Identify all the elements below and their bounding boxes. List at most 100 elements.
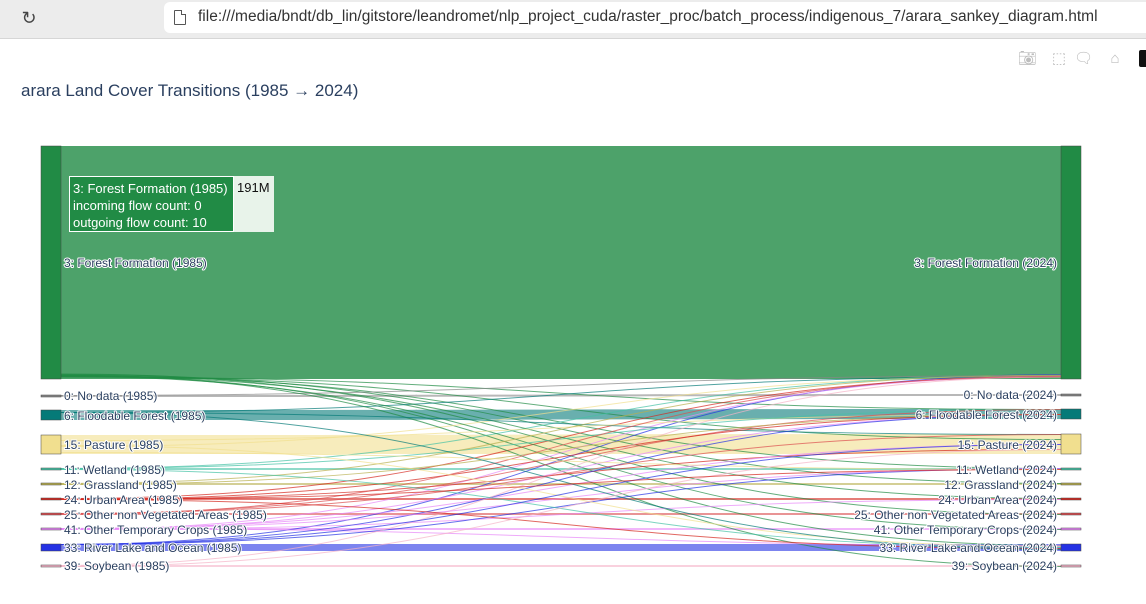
sankey-node-label-right: 39: Soybean (2024) <box>952 559 1057 573</box>
sankey-node-label-left: 15: Pasture (1985) <box>64 438 163 452</box>
sankey-node-left[interactable] <box>40 467 62 471</box>
sankey-node-left[interactable] <box>40 564 62 568</box>
sankey-link[interactable] <box>61 146 1061 379</box>
sankey-node-label-left: 0: No data (1985) <box>64 389 157 403</box>
sankey-node-right[interactable] <box>1060 512 1082 516</box>
sankey-node-label-right: 0: No data (2024) <box>964 388 1057 402</box>
sankey-link[interactable] <box>60 412 1062 435</box>
sankey-link[interactable] <box>60 499 1062 549</box>
sankey-link[interactable] <box>60 528 1062 546</box>
sankey-node-right[interactable] <box>1060 467 1082 471</box>
sankey-node-left[interactable] <box>40 145 62 380</box>
sankey-node-label-right: 41: Other Temporary Crops (2024) <box>874 523 1057 537</box>
address-bar[interactable]: file:///media/bndt/db_lin/gitstore/leand… <box>164 2 1146 33</box>
sankey-node-right[interactable] <box>1060 543 1082 552</box>
sankey-link[interactable] <box>60 374 1062 484</box>
sankey-node-label-left: 6: Floodable Forest (1985) <box>64 409 205 423</box>
sankey-link[interactable] <box>60 373 1062 515</box>
sankey-link[interactable] <box>60 375 1062 396</box>
sankey-node-label-right: 11: Wetland (2024) <box>956 463 1057 477</box>
sankey-link[interactable] <box>60 375 1062 440</box>
sankey-node-right[interactable] <box>1060 482 1082 486</box>
sankey-node-left[interactable] <box>40 434 62 455</box>
sankey-link[interactable] <box>60 469 1062 500</box>
sankey-link[interactable] <box>60 444 1062 529</box>
sankey-node-right[interactable] <box>1060 393 1082 397</box>
url-text[interactable]: file:///media/bndt/db_lin/gitstore/leand… <box>198 8 1098 25</box>
sankey-node-label-left: 24: Urban Area (1985) <box>64 493 183 507</box>
plotly-logo[interactable] <box>1139 50 1146 67</box>
sankey-node-label-left: 33: River Lake and Ocean (1985) <box>64 541 241 555</box>
sankey-node-right[interactable] <box>1060 433 1082 455</box>
reload-icon[interactable]: ↻ <box>21 8 37 28</box>
sankey-node-label-right: 25: Other non Vegetated Areas (2024) <box>854 508 1057 522</box>
sankey-link[interactable] <box>60 449 1062 567</box>
sankey-link[interactable] <box>61 565 1061 567</box>
tooltip-outgoing: outgoing flow count: 10 <box>73 215 207 230</box>
sankey-link[interactable] <box>60 445 1062 547</box>
file-icon <box>174 10 186 25</box>
sankey-node-label-right: 6: Floodable Forest (2024) <box>916 408 1057 422</box>
sankey-node-right[interactable] <box>1060 497 1082 501</box>
browser-toolbar: ↻ file:///media/bndt/db_lin/gitstore/lea… <box>0 0 1146 39</box>
sankey-node-left[interactable] <box>40 482 62 486</box>
chart-title: arara Land Cover Transitions (1985 → 202… <box>21 81 359 100</box>
sankey-link[interactable] <box>60 444 1062 545</box>
sankey-link[interactable] <box>60 468 1062 529</box>
sankey-node-label-right: 12: Grassland (2024) <box>944 478 1057 492</box>
sankey-link[interactable] <box>60 414 1062 545</box>
lasso-icon[interactable]: 🗨︎ <box>1074 50 1094 67</box>
sankey-node-label-left: 11: Wetland (1985) <box>64 463 165 477</box>
sankey-link[interactable] <box>60 375 1062 447</box>
tooltip-incoming: incoming flow count: 0 <box>73 198 202 213</box>
sankey-node-label-right: 3: Forest Formation (2024) <box>914 256 1057 270</box>
sankey-labels: 3: Forest Formation (1985) 0: No data (19… <box>63 255 1058 574</box>
hover-tooltip: 3: Forest Formation (1985) incoming flow… <box>69 176 274 232</box>
sankey-node-label-left: 25: Other non Vegetated Areas (1985) <box>64 508 267 522</box>
camera-icon[interactable]: 📷︎ <box>1018 50 1038 67</box>
sankey-nodes <box>40 145 1082 568</box>
sankey-link[interactable] <box>60 375 1062 413</box>
sankey-link[interactable] <box>60 374 1062 469</box>
sankey-node-left[interactable] <box>40 543 62 552</box>
sankey-link[interactable] <box>60 414 1062 485</box>
sankey-link[interactable] <box>60 468 1062 545</box>
tooltip-node-name: 3: Forest Formation (1985) <box>73 181 228 196</box>
sankey-link[interactable] <box>60 452 1062 470</box>
sankey-link[interactable] <box>60 414 1062 500</box>
sankey-node-label-right: 33: River Lake and Ocean (2024) <box>880 541 1057 555</box>
sankey-node-right[interactable] <box>1060 408 1082 420</box>
sankey-link[interactable] <box>60 376 1062 410</box>
sankey-node-left[interactable] <box>40 394 62 398</box>
sankey-node-left[interactable] <box>40 497 62 501</box>
sankey-node-right[interactable] <box>1060 527 1082 531</box>
sankey-node-left[interactable] <box>40 512 62 516</box>
sankey-link[interactable] <box>60 409 1062 469</box>
sankey-links <box>60 146 1062 567</box>
sankey-node-label-left: 41: Other Temporary Crops (1985) <box>64 523 247 537</box>
sankey-link[interactable] <box>60 375 1062 515</box>
sankey-node-label-right: 15: Pasture (2024) <box>958 438 1057 452</box>
tooltip-value: 191M <box>234 176 274 232</box>
sankey-link[interactable] <box>60 412 1062 550</box>
box-select-icon[interactable]: ⬚ <box>1051 50 1067 67</box>
sankey-link[interactable] <box>60 499 1062 530</box>
sankey-node-label-right: 24: Urban Area (2024) <box>938 493 1057 507</box>
sankey-link[interactable] <box>60 414 1062 530</box>
sankey-link[interactable] <box>60 376 1062 566</box>
sankey-node-left[interactable] <box>40 409 62 421</box>
sankey-node-label-left: 39: Soybean (1985) <box>64 559 169 573</box>
sankey-node-right[interactable] <box>1060 564 1082 568</box>
sankey-link[interactable] <box>61 468 1061 470</box>
sankey-link[interactable] <box>60 375 1062 530</box>
sankey-link[interactable] <box>60 375 1062 499</box>
home-icon[interactable]: ⌂ <box>1110 50 1120 67</box>
sankey-link[interactable] <box>60 434 1062 514</box>
sankey-link[interactable] <box>61 528 1061 530</box>
sankey-link[interactable] <box>61 394 1061 397</box>
sankey-node-right[interactable] <box>1060 145 1082 380</box>
sankey-node-label-left: 12: Grassland (1985) <box>64 478 177 492</box>
sankey-node-label-left: 3: Forest Formation (1985) <box>64 256 207 270</box>
sankey-node-left[interactable] <box>40 527 62 531</box>
